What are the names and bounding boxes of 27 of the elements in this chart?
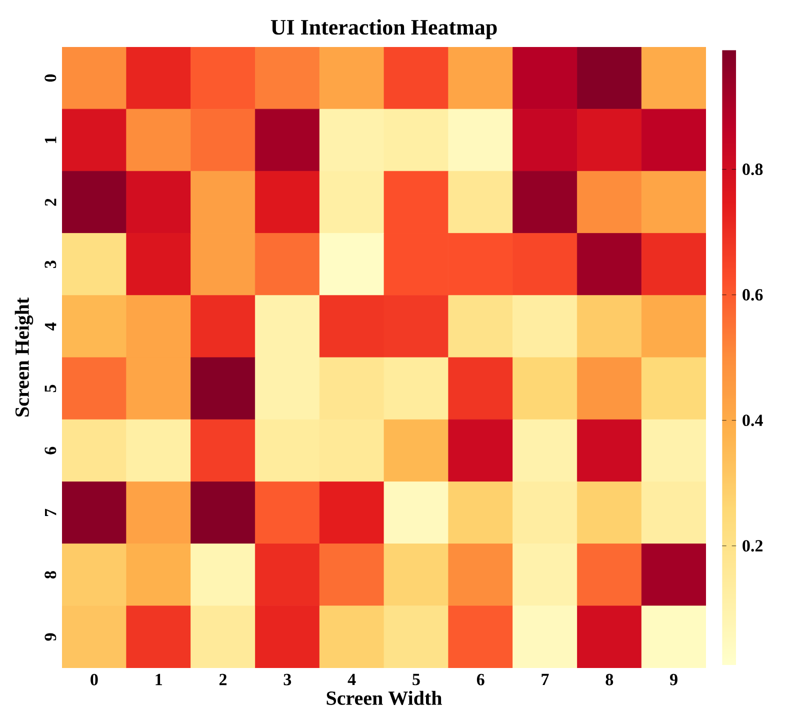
x-tick-label: 5: [412, 674, 420, 686]
x-tick-label: 2: [219, 674, 227, 686]
y-tick-label: 1: [44, 136, 56, 144]
color-bar-label: 0.4: [742, 414, 763, 426]
y-tick-label: 6: [44, 446, 56, 454]
y-tick-label: 2: [44, 198, 56, 206]
x-axis-title: Screen Width: [326, 690, 442, 706]
x-tick-label: 8: [606, 674, 614, 686]
chart-title: UI Interaction Heatmap: [270, 19, 497, 40]
y-axis-title: Screen Height: [14, 298, 34, 417]
color-bar-label: 0.2: [742, 540, 762, 552]
y-tick-label: 8: [44, 571, 56, 579]
y-tick-label: 7: [45, 508, 56, 516]
y-tick-label: 5: [44, 384, 56, 392]
x-tick-label: 6: [476, 674, 484, 686]
color-bar-label: 0.8: [742, 164, 763, 176]
x-tick-label: 0: [90, 674, 98, 686]
x-tick-label: 7: [542, 674, 549, 685]
x-tick-label: 4: [348, 674, 356, 686]
x-tick-label: 3: [284, 674, 292, 686]
y-tick-label: 4: [44, 322, 56, 330]
color-bar-label: 0.6: [742, 289, 763, 301]
y-tick-label: 0: [44, 74, 56, 82]
y-tick-label: 3: [44, 260, 56, 268]
x-tick-label: 9: [670, 674, 678, 686]
x-tick-label: 1: [156, 674, 162, 686]
y-tick-label: 9: [44, 633, 56, 641]
